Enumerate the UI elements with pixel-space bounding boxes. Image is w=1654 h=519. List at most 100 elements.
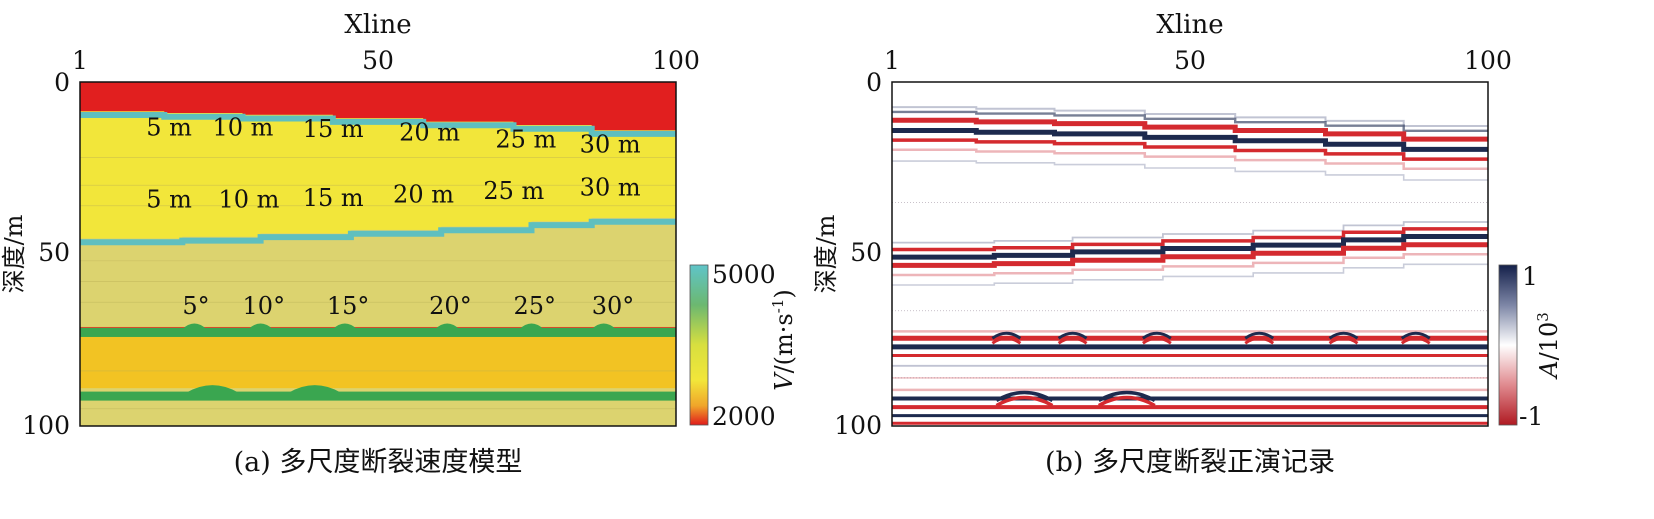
middle-fault-horizon: [80, 218, 676, 246]
panel-a-y-axis-title: 深度/m: [0, 214, 28, 293]
diffraction-lower: [1400, 331, 1431, 340]
panel-a-frame: [79, 81, 677, 427]
deep-horizon: [80, 391, 676, 401]
annotation-middle_row-0: 5 m: [146, 186, 192, 214]
panel-b-x-tick-1: 1: [884, 46, 900, 75]
event-upper-weak-top: [892, 106, 1488, 127]
annotation-middle_row-1: 10 m: [218, 186, 279, 214]
annotation-upper_row-5: 30 m: [580, 131, 641, 159]
panel-a-y-tick-50: 50: [38, 238, 70, 267]
velocity-colorbar-min: 2000: [712, 402, 776, 431]
annotation-upper_row-4: 25 m: [495, 125, 556, 153]
amplitude-colorbar: [1498, 264, 1518, 426]
diffraction-lower: [1057, 331, 1088, 340]
upper-fault-horizon: [80, 112, 676, 137]
fold-bump: [519, 323, 544, 329]
fold-bump: [248, 323, 273, 329]
fault-throw-labels: 5 m 10 m 15 m 20 m 25 m 30 m 5 m 10 m 15 m 20 m 25…: [146, 113, 641, 320]
event-upper-side-lobe: [892, 148, 1488, 170]
event-mid-tail: [892, 263, 1488, 286]
velocity-colorbar-max: 5000: [712, 260, 776, 289]
annotation-middle_row-4: 25 m: [483, 177, 544, 205]
diffraction-deep-red: [1097, 395, 1156, 408]
annotation-upper_row-2: 15 m: [303, 115, 364, 143]
deep-anticline: [186, 385, 239, 393]
event-mid-precursor: [892, 221, 1488, 244]
panel-b-x-axis-title: Xline: [1156, 10, 1223, 40]
layer-lower: [80, 333, 676, 389]
annotation-lower_row-2: 15°: [327, 292, 370, 320]
layer-top: [80, 82, 676, 131]
diffraction-lower-red: [1328, 336, 1359, 345]
velocity-colorbar-label: V/(m·s-1): [769, 289, 798, 391]
panel-b-y-axis-title: 深度/m: [812, 214, 840, 293]
event-mid-peak-1: [892, 227, 1488, 252]
panel-b-plot: [892, 82, 1488, 426]
annotation-upper_row-1: 10 m: [212, 113, 273, 141]
amplitude-colorbar-max: 1: [1522, 262, 1538, 291]
seismic-events: [892, 106, 1488, 425]
panel-b-caption: (b) 多尺度断裂正演记录: [1045, 447, 1335, 478]
panel-a-x-tick-50: 50: [362, 46, 394, 75]
velocity-model-layers: [80, 82, 676, 426]
fault-horizons: [80, 112, 676, 401]
fold-bump: [435, 323, 460, 329]
event-upper-peak-2: [892, 138, 1488, 161]
diffraction-lower-red: [1057, 336, 1088, 345]
diffraction-deep: [995, 390, 1054, 403]
panel-b-y-tick-0: 0: [866, 68, 882, 97]
panel-a-x-axis-title: Xline: [344, 10, 411, 40]
lower-fold-horizon: [80, 327, 676, 337]
panel-b-x-tick-100: 100: [1464, 46, 1512, 75]
event-mid-side-lobe: [892, 253, 1488, 277]
panel-b: Xline 1 50 100 0 50 100 深度/m 1 -1 A/103 …: [812, 10, 1563, 478]
panel-b-x-tick-50: 50: [1174, 46, 1206, 75]
faint-grid-lines: [80, 157, 676, 410]
event-upper-peak: [892, 117, 1488, 142]
layer-upper: [80, 111, 676, 239]
fold-bump: [591, 323, 616, 329]
panel-a-x-tick-1: 1: [72, 46, 88, 75]
annotation-middle_row-2: 15 m: [303, 184, 364, 212]
event-upper-tail: [892, 160, 1488, 181]
annotation-middle_row-5: 30 m: [580, 174, 641, 202]
diffraction-lower-red: [991, 336, 1022, 345]
panel-a-y-tick-0: 0: [54, 68, 70, 97]
event-upper-trough: [892, 128, 1488, 152]
panel-b-y-tick-100: 100: [834, 411, 882, 440]
diffraction-lower: [1142, 331, 1172, 340]
panel-a-plot: [80, 82, 676, 426]
annotation-lower_row-3: 20°: [429, 292, 472, 320]
diffraction-lower: [991, 331, 1022, 340]
deep-anticline: [288, 385, 341, 393]
panel-b-y-tick-50: 50: [850, 238, 882, 267]
panel-a: Xline 1 50 100 0 50 100 深度/m 5 m 10 m 15 m…: [0, 10, 798, 478]
amplitude-colorbar-label: A/103: [1534, 312, 1563, 380]
annotation-middle_row-3: 20 m: [393, 180, 454, 208]
annotation-lower_row-5: 30°: [592, 292, 635, 320]
annotation-lower_row-1: 10°: [243, 292, 286, 320]
event-mid-peak-2: [892, 242, 1488, 268]
panel-a-y-tick-100: 100: [22, 411, 70, 440]
annotation-upper_row-0: 5 m: [146, 113, 192, 141]
event-mid-trough: [892, 234, 1488, 260]
diffraction-deep: [1097, 390, 1156, 403]
panel-a-x-tick-100: 100: [652, 46, 700, 75]
annotation-lower_row-0: 5°: [182, 292, 209, 320]
fold-bump: [332, 323, 357, 329]
diffraction-lower-red: [1142, 336, 1172, 345]
diffraction-deep-red: [995, 395, 1054, 408]
diffraction-lower: [1328, 331, 1359, 340]
velocity-colorbar: [689, 264, 709, 426]
diffraction-lower-red: [1400, 336, 1431, 345]
annotation-upper_row-3: 20 m: [399, 118, 460, 146]
panel-a-caption: (a) 多尺度断裂速度模型: [234, 447, 523, 478]
amplitude-colorbar-min: -1: [1519, 402, 1543, 431]
fold-bump: [182, 323, 207, 329]
diffraction-lower: [1244, 331, 1275, 340]
event-upper-trough-1: [892, 110, 1488, 133]
panel-b-frame: [891, 81, 1489, 427]
diffraction-lower-red: [1244, 336, 1275, 345]
annotation-lower_row-4: 25°: [513, 292, 556, 320]
